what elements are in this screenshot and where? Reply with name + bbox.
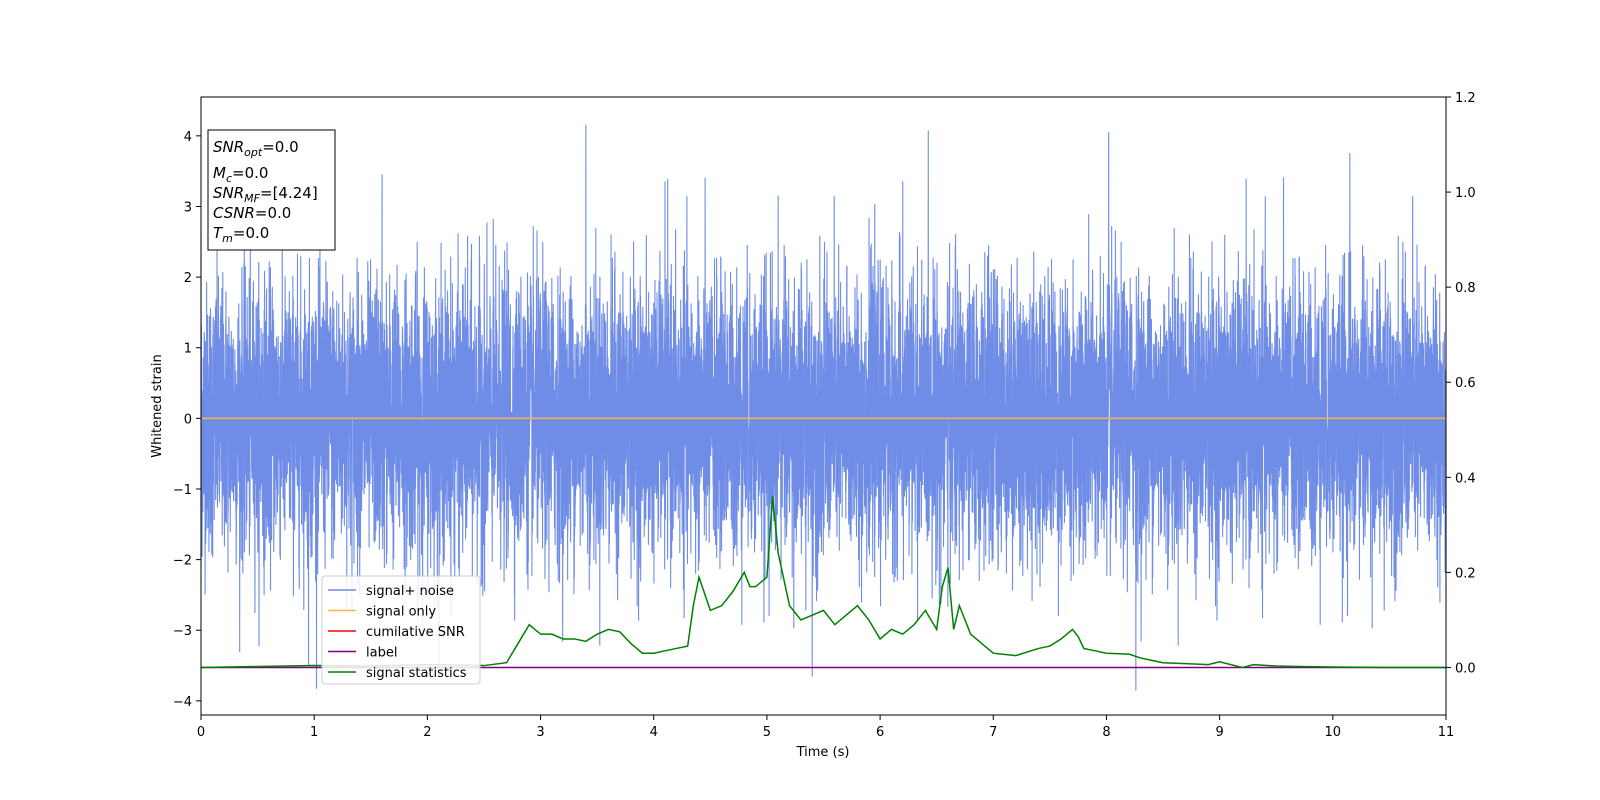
legend-items: signal+ noise signal only cumilative SNR la… — [328, 584, 467, 681]
info-subscript: c — [226, 172, 232, 185]
info-subscript: m — [222, 232, 233, 245]
x-tick-label: 2 — [423, 725, 431, 740]
y2-tick-label: 1.2 — [1455, 91, 1476, 106]
legend: signal+ noise signal only cumilative SNR la… — [321, 575, 481, 685]
info-value: =0.0 — [255, 204, 291, 222]
info-box-frame — [207, 129, 336, 251]
y-tick-label: −3 — [173, 624, 192, 639]
info-value: =0.0 — [262, 138, 298, 156]
x-tick-label: 7 — [989, 725, 997, 740]
info-box-line: Tm=0.0 — [213, 224, 269, 245]
y-tick-label: 2 — [184, 271, 192, 286]
legend-label: label — [366, 646, 397, 661]
noise-series-layer — [200, 124, 1447, 691]
info-symbol: SNR — [213, 138, 244, 156]
y-tick-label: −2 — [173, 554, 192, 569]
legend-label: signal only — [366, 605, 436, 620]
legend-label: signal+ noise — [366, 584, 454, 599]
y-axis-ticks: −4 −3 −2 −1 0 1 2 3 4 — [173, 130, 201, 710]
info-box-line: CSNR=0.0 — [213, 204, 291, 222]
info-box-line: Mc=0.0 — [213, 164, 268, 185]
y2-tick-label: 1.0 — [1455, 186, 1476, 201]
legend-label: signal statistics — [366, 666, 467, 681]
info-box-line: SNRopt=0.0 — [213, 138, 299, 159]
x-tick-label: 4 — [650, 725, 658, 740]
y-tick-label: 1 — [184, 342, 192, 357]
y2-tick-label: 0.2 — [1455, 566, 1476, 581]
y2-tick-label: 0.0 — [1455, 661, 1476, 676]
legend-label: cumilative SNR — [366, 625, 465, 640]
x-axis-label: Time (s) — [796, 745, 850, 760]
info-symbol: CSNR — [213, 204, 255, 222]
series-line-signal-noise — [200, 124, 1447, 691]
info-value: =0.0 — [233, 224, 269, 242]
plot-frame — [200, 96, 1447, 716]
info-subscript: opt — [244, 146, 263, 159]
info-symbol: M — [213, 164, 226, 182]
y2-tick-label: 0.6 — [1455, 376, 1476, 391]
info-box-lines: SNRopt=0.0Mc=0.0SNRMF=[4.24]CSNR=0.0Tm=0… — [213, 138, 318, 245]
series-line-signal-statistics — [200, 496, 1446, 669]
x-tick-label: 6 — [876, 725, 884, 740]
y-tick-label: 4 — [184, 130, 192, 145]
y-axis-label: Whitened strain — [150, 354, 165, 457]
x-tick-label: 1 — [310, 725, 318, 740]
y2-tick-label: 0.8 — [1455, 281, 1476, 296]
x-tick-label: 5 — [763, 725, 771, 740]
y-tick-label: −1 — [173, 483, 192, 498]
info-subscript: MF — [244, 192, 260, 205]
info-box: SNRopt=0.0Mc=0.0SNRMF=[4.24]CSNR=0.0Tm=0… — [207, 129, 336, 251]
x-tick-label: 3 — [536, 725, 544, 740]
info-symbol: SNR — [213, 184, 244, 202]
y-tick-label: −4 — [173, 695, 192, 710]
y2-tick-label: 0.4 — [1455, 471, 1476, 486]
y-tick-label: 3 — [184, 200, 192, 215]
x-tick-label: 0 — [197, 725, 205, 740]
y-tick-label: 0 — [184, 412, 192, 427]
info-value: =0.0 — [232, 164, 268, 182]
legend-frame — [321, 575, 481, 685]
x-axis-ticks: 0 1 2 3 4 5 6 7 8 9 10 11 — [197, 715, 1454, 740]
x-tick-label: 11 — [1438, 725, 1455, 740]
x-tick-label: 9 — [1215, 725, 1223, 740]
info-value: =[4.24] — [260, 184, 318, 202]
x-tick-label: 8 — [1102, 725, 1110, 740]
y2-axis-ticks: 0.0 0.2 0.4 0.6 0.8 1.0 1.2 — [1446, 91, 1476, 676]
info-symbol: T — [213, 224, 224, 242]
info-box-line: SNRMF=[4.24] — [213, 184, 318, 205]
x-tick-label: 10 — [1325, 725, 1342, 740]
